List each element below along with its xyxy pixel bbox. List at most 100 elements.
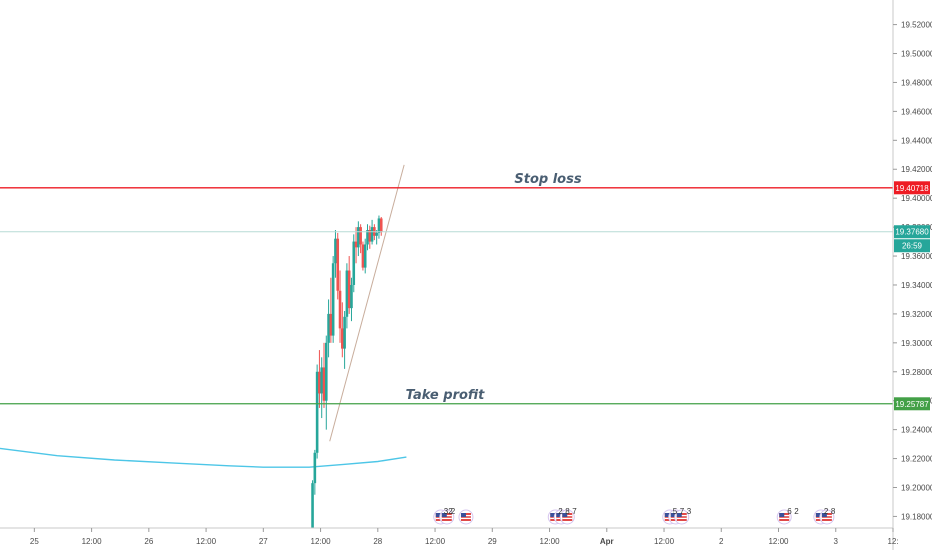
event-count: 7 xyxy=(572,507,577,516)
candle-body xyxy=(352,241,356,285)
flag-stripe xyxy=(821,517,832,519)
candle-body xyxy=(377,218,381,233)
candle-body xyxy=(331,263,335,336)
candle-body xyxy=(354,241,358,248)
x-tick-label: 12: xyxy=(887,537,898,546)
candle-body xyxy=(379,218,383,232)
x-tick-label: Apr xyxy=(600,537,614,546)
x-tick-label: 12:00 xyxy=(196,537,217,546)
candle-body xyxy=(357,227,360,248)
x-tick-label: 27 xyxy=(259,537,268,546)
moving-average-line xyxy=(0,447,407,468)
y-tick-label: 19.50000 xyxy=(901,50,932,59)
candle-body xyxy=(347,270,351,309)
event-count: 6 xyxy=(787,507,792,516)
flag-canton xyxy=(550,513,556,517)
trendline-segment[interactable] xyxy=(329,164,405,442)
candle-body xyxy=(329,313,333,336)
candle-body xyxy=(375,232,378,236)
y-tick-label: 19.24000 xyxy=(901,426,932,435)
level-label: Take profit xyxy=(406,388,486,403)
event-count: 7 xyxy=(680,507,685,516)
current-price-tag-bg xyxy=(894,225,930,239)
us-flag-icon[interactable] xyxy=(458,509,474,525)
candle-body xyxy=(315,371,319,453)
flag-canton xyxy=(562,513,568,517)
us-flag-icon[interactable] xyxy=(559,509,575,525)
flag-stripe xyxy=(562,517,573,519)
x-tick-label: 12:00 xyxy=(540,537,561,546)
price-tag: 19.40718 xyxy=(895,184,929,193)
bar-countdown-bg xyxy=(894,239,930,253)
current-price-tag: 19.37680 xyxy=(895,228,929,237)
us-flag-icon[interactable] xyxy=(439,509,455,525)
event-count: 32 xyxy=(444,507,453,516)
trendline[interactable] xyxy=(329,164,405,442)
x-tick-label: 12:00 xyxy=(654,537,675,546)
y-tick-label: 19.20000 xyxy=(901,483,932,492)
us-flag-icon[interactable] xyxy=(776,509,792,525)
candle-body xyxy=(336,238,340,291)
price-tag-bg xyxy=(894,397,930,411)
bar-countdown: 26:59 xyxy=(902,242,923,251)
y-tick-label: 19.52000 xyxy=(901,21,932,30)
flag-canton xyxy=(556,513,562,517)
candle-body xyxy=(327,313,330,343)
event-count: 2 xyxy=(451,507,456,516)
candle-body xyxy=(350,284,353,309)
x-tick-label: 29 xyxy=(488,537,497,546)
price-tag-bg xyxy=(894,181,930,195)
candle-body xyxy=(368,230,372,242)
event-count: 2 xyxy=(824,507,829,516)
time-axis[interactable]: 25 12:00 26 12:00 27 12:00 28 12:00 29 12:00 Apr 12… xyxy=(30,528,899,546)
candle-body xyxy=(366,230,369,245)
y-tick-label: 19.40000 xyxy=(901,194,932,203)
y-tick-label: 19.30000 xyxy=(901,339,932,348)
candle-body xyxy=(320,367,324,394)
economic-events[interactable]: 322 2 8 7 5 7 3 6 2 2 8 xyxy=(433,507,836,525)
y-tick-label: 19.46000 xyxy=(901,107,932,116)
x-tick-label: 12:00 xyxy=(768,537,789,546)
event-count: 8 xyxy=(831,507,836,516)
event-count: 2 xyxy=(558,507,563,516)
x-tick-label: 12:00 xyxy=(425,537,446,546)
flag-canton xyxy=(779,513,785,517)
event-count: 5 xyxy=(673,507,678,516)
flag-canton xyxy=(815,513,821,517)
y-tick-label: 19.48000 xyxy=(901,78,932,87)
flag-stripe xyxy=(676,517,687,519)
y-tick-label: 19.34000 xyxy=(901,281,932,290)
candle-body xyxy=(370,227,374,242)
price-tag: 19.25787 xyxy=(895,400,929,409)
x-tick-label: 26 xyxy=(144,537,153,546)
us-flag-icon[interactable] xyxy=(674,509,690,525)
x-tick-label: 2 xyxy=(719,537,724,546)
horizontal-levels[interactable]: Stop loss Take profit xyxy=(0,172,893,405)
y-tick-label: 19.18000 xyxy=(901,512,932,521)
y-tick-label: 19.42000 xyxy=(901,165,932,174)
event-count: 2 xyxy=(794,507,799,516)
us-flag-icon[interactable] xyxy=(819,509,835,525)
y-tick-label: 19.22000 xyxy=(901,455,932,464)
x-tick-label: 3 xyxy=(834,537,839,546)
y-tick-label: 19.36000 xyxy=(901,252,932,261)
flag-canton xyxy=(664,513,670,517)
y-tick-label: 19.28000 xyxy=(901,368,932,377)
price-tags: 19.40718 19.25787 19.37680 26:59 xyxy=(894,181,930,411)
candle-body xyxy=(345,270,349,317)
event-count: 3 xyxy=(687,507,692,516)
candle-body xyxy=(341,328,344,349)
flag-canton xyxy=(821,513,827,517)
x-tick-label: 12:00 xyxy=(311,537,332,546)
flag-canton xyxy=(460,513,466,517)
flag-stripe xyxy=(460,517,471,519)
ma-line-path xyxy=(0,447,407,468)
flag-canton xyxy=(441,513,447,517)
price-axis[interactable]: 19.52000 19.50000 19.48000 19.46000 19.44000… xyxy=(893,21,932,522)
candle-body xyxy=(322,367,326,401)
event-count: 8 xyxy=(565,507,570,516)
level-label: Stop loss xyxy=(514,172,581,187)
y-tick-label: 19.44000 xyxy=(901,136,932,145)
candle-body xyxy=(313,452,317,484)
